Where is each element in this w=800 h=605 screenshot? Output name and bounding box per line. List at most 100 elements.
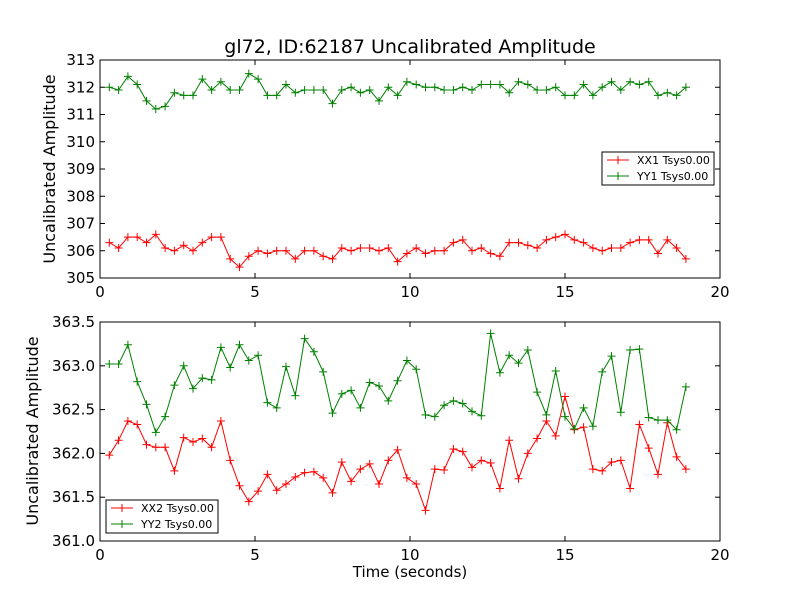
data-point xyxy=(486,459,495,468)
data-point xyxy=(365,85,374,94)
x-tick-label: 5 xyxy=(250,283,260,301)
data-point xyxy=(449,85,458,94)
data-point xyxy=(588,91,597,100)
data-point xyxy=(533,244,542,253)
data-point xyxy=(607,352,616,361)
data-point xyxy=(402,77,411,86)
data-point xyxy=(486,80,495,89)
data-point xyxy=(430,412,439,421)
data-point xyxy=(570,235,579,244)
data-point xyxy=(440,401,449,410)
data-point xyxy=(309,467,318,476)
data-point xyxy=(375,246,383,255)
data-point xyxy=(393,91,402,100)
data-point xyxy=(533,388,542,397)
data-point xyxy=(114,244,123,253)
data-point xyxy=(440,466,449,475)
data-point xyxy=(626,238,635,247)
data-point xyxy=(402,249,411,258)
x-tick-label: 0 xyxy=(95,546,105,564)
data-point xyxy=(421,249,430,258)
data-point xyxy=(412,80,421,89)
data-point xyxy=(263,91,272,100)
data-point xyxy=(226,456,235,465)
data-point xyxy=(542,410,551,419)
y-tick-label: 363.0 xyxy=(52,357,95,375)
data-point xyxy=(198,75,207,84)
data-point xyxy=(561,91,569,100)
data-point xyxy=(477,456,486,465)
data-point xyxy=(133,420,142,429)
data-point xyxy=(179,361,188,370)
data-point xyxy=(244,356,253,365)
data-point xyxy=(300,246,309,255)
data-point xyxy=(477,244,486,253)
data-point xyxy=(300,85,309,94)
data-point xyxy=(644,235,653,244)
data-point xyxy=(309,246,318,255)
data-point xyxy=(551,83,560,92)
y-tick-label: 305 xyxy=(66,269,95,287)
y-tick-label: 308 xyxy=(66,187,95,205)
data-point xyxy=(337,85,346,94)
data-point xyxy=(672,91,681,100)
data-point xyxy=(477,411,486,420)
data-point xyxy=(598,466,607,475)
data-point xyxy=(105,83,114,92)
data-point xyxy=(123,72,132,81)
data-point xyxy=(449,445,458,454)
data-point xyxy=(384,244,393,253)
data-point xyxy=(458,235,467,244)
data-point xyxy=(179,91,188,100)
data-point xyxy=(170,246,179,255)
data-point xyxy=(198,374,207,383)
bottom-panel: 0 5 10 15 20 361.0 361.5 362.0 362.5 363.0 363.5 Un… xyxy=(23,313,730,564)
data-point xyxy=(123,233,132,242)
data-point xyxy=(365,459,374,468)
data-point xyxy=(356,465,365,474)
data-point xyxy=(189,91,197,100)
data-point xyxy=(300,468,309,477)
data-point xyxy=(449,238,458,247)
data-point xyxy=(616,408,625,417)
data-point xyxy=(384,456,393,465)
data-point xyxy=(328,488,337,497)
data-point xyxy=(198,434,207,443)
data-point xyxy=(319,473,328,482)
data-point xyxy=(561,230,569,239)
legend-label: YY2 Tsys0.00 xyxy=(140,518,212,531)
data-point xyxy=(635,235,644,244)
data-point xyxy=(300,334,309,343)
data-point xyxy=(142,96,151,105)
data-point xyxy=(337,458,346,467)
data-point xyxy=(272,246,281,255)
data-point xyxy=(477,80,486,89)
data-point xyxy=(347,246,356,255)
data-point xyxy=(254,351,263,360)
data-point xyxy=(440,85,449,94)
data-point xyxy=(505,351,514,360)
data-point xyxy=(216,416,225,425)
data-point xyxy=(514,238,523,247)
data-point xyxy=(644,77,653,86)
data-point xyxy=(681,83,690,92)
data-point xyxy=(523,449,532,458)
legend-box xyxy=(105,499,219,534)
data-point xyxy=(254,246,263,255)
data-point xyxy=(458,83,467,92)
data-point xyxy=(551,233,560,242)
data-point xyxy=(272,403,281,412)
data-point xyxy=(282,246,290,255)
data-point xyxy=(421,506,430,515)
data-point xyxy=(644,413,653,422)
data-point xyxy=(133,377,142,386)
y-tick-label: 307 xyxy=(66,215,95,233)
data-point xyxy=(254,75,263,84)
data-point xyxy=(105,360,114,369)
x-tick-label: 10 xyxy=(400,283,419,301)
data-point xyxy=(523,241,532,250)
data-point xyxy=(123,416,132,425)
data-point xyxy=(635,80,644,89)
data-point xyxy=(105,451,114,460)
